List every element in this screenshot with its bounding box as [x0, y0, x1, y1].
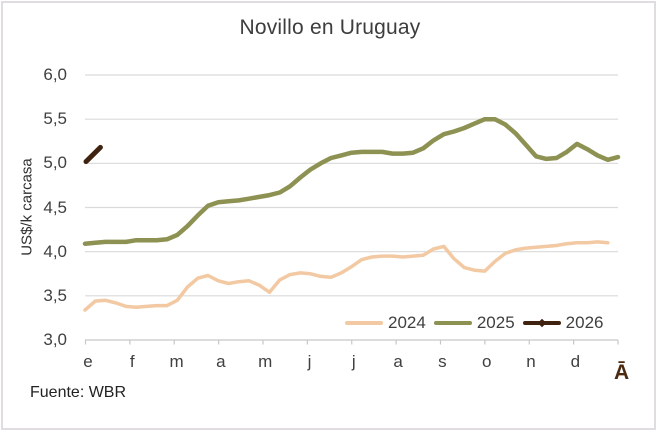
x-tick-label: o	[481, 352, 492, 371]
panel-border	[1, 1, 656, 430]
series-line-2026	[83, 144, 103, 165]
series-line-2024	[83, 240, 610, 312]
x-tick-label: j	[307, 352, 312, 371]
x-tick-label: m	[258, 352, 273, 371]
y-tick-label: 4,5	[43, 197, 67, 217]
x-tick-label: a	[393, 352, 403, 371]
y-tick-label: 3,5	[43, 285, 67, 305]
x-tick-label: f	[129, 352, 135, 371]
x-tick-label: j	[351, 352, 356, 371]
a-macron-logo: Ā	[614, 361, 630, 384]
series-line-2025	[82, 116, 621, 246]
y-tick-label: 5,5	[43, 109, 67, 129]
legend-swatch-2024	[345, 321, 383, 325]
legend: 2024 2025 2026	[345, 313, 611, 333]
legend-marker-2026	[537, 318, 546, 328]
legend-label-2024: 2024	[388, 313, 426, 332]
chart-title: Novillo en Uruguay	[239, 16, 421, 39]
y-tick-label: 4,0	[43, 241, 67, 261]
x-tick-label: n	[526, 352, 536, 371]
x-tick-label: e	[83, 352, 93, 371]
source-note: Fuente: WBR	[30, 384, 127, 401]
y-tick-label: 5,0	[43, 153, 67, 173]
x-tick-label: s	[438, 352, 447, 371]
y-tick-label: 6,0	[43, 65, 67, 84]
legend-item-2025: 2025	[433, 313, 515, 333]
legend-swatch-2025	[433, 321, 472, 325]
y-tick-label: 3,0	[43, 330, 67, 349]
legend-item-2026: 2026	[522, 313, 604, 333]
legend-item-2024: 2024	[345, 313, 426, 333]
legend-label-2026: 2026	[565, 313, 604, 332]
x-tick-label: a	[216, 352, 226, 371]
legend-label-2025: 2025	[476, 313, 515, 332]
x-tick-label: m	[169, 352, 184, 371]
legend-swatch-2026	[522, 318, 561, 328]
x-tick-label: d	[570, 352, 581, 371]
